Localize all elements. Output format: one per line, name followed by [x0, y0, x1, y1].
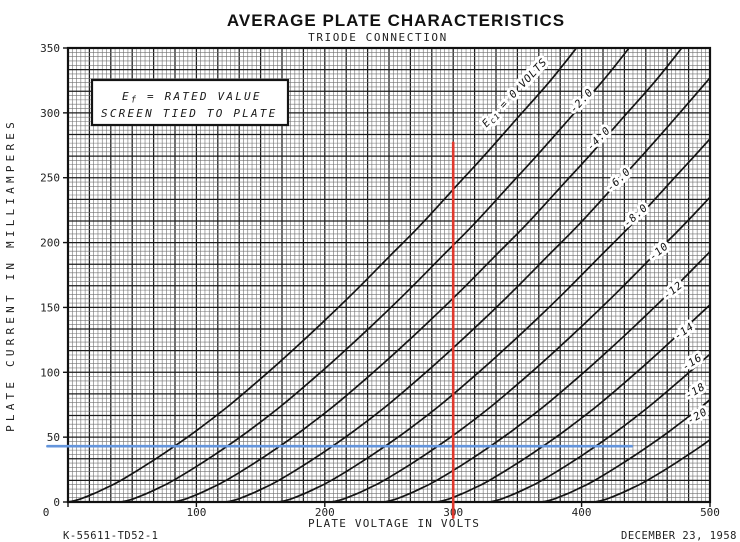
y-tick-label: 0 — [53, 496, 60, 509]
date-label: DECEMBER 23, 1958 — [621, 530, 737, 542]
y-axis-label: PLATE CURRENT IN MILLIAMPERES — [4, 118, 17, 432]
plate-curve-ec1--14 — [436, 304, 710, 502]
plate-curve-ec1--20 — [594, 439, 710, 502]
plate-curve-ec1--6 — [225, 77, 710, 502]
y-tick-label: 300 — [40, 107, 60, 120]
x-tick-label: 200 — [315, 506, 335, 519]
plate-curve-ec1--2 — [120, 48, 630, 502]
x-tick-label: 400 — [572, 506, 592, 519]
note-line-2: SCREEN TIED TO PLATE — [101, 107, 277, 120]
note-box: Ef = RATED VALUE SCREEN TIED TO PLATE — [90, 78, 290, 127]
plate-curve-ec1-0 — [68, 48, 578, 502]
y-tick-label: 350 — [40, 42, 60, 55]
plate-curve-ec1--4 — [173, 48, 683, 502]
x-tick-label: 100 — [186, 506, 206, 519]
y-tick-label: 100 — [40, 366, 60, 379]
x-tick-label: 0 — [43, 506, 50, 519]
y-tick-label: 150 — [40, 301, 60, 314]
plate-curves — [68, 48, 710, 502]
axis-ticks: 0100200300400500050100150200250300350 — [40, 42, 720, 519]
y-tick-label: 50 — [47, 431, 60, 444]
plate-curve-ec1--10 — [331, 196, 710, 502]
plate-curve-ec1--16 — [488, 353, 710, 502]
y-tick-label: 250 — [40, 172, 60, 185]
x-axis-label: PLATE VOLTAGE IN VOLTS — [308, 517, 480, 530]
y-tick-label: 200 — [40, 237, 60, 250]
drawing-number: K-55611-TD52-1 — [63, 530, 159, 542]
chart-title: AVERAGE PLATE CHARACTERISTICS — [227, 11, 565, 30]
plate-curve-ec1--18 — [541, 398, 710, 502]
note-line-1: Ef = RATED VALUE — [122, 90, 262, 106]
x-tick-label: 500 — [700, 506, 720, 519]
plate-curve-ec1--8 — [278, 138, 710, 502]
chart-subtitle: TRIODE CONNECTION — [308, 31, 448, 44]
plate-curve-ec1--12 — [383, 251, 710, 502]
graph-paper-grid — [68, 48, 710, 502]
note-box-border — [90, 78, 290, 127]
plot-frame — [66, 46, 712, 504]
